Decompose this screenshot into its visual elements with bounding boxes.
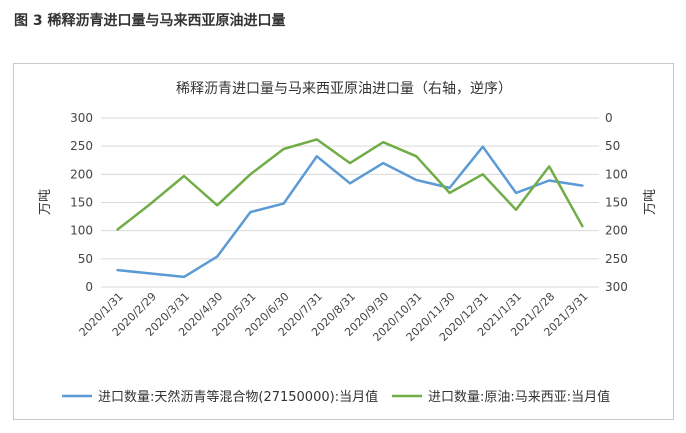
chart-title: 稀释沥青进口量与马来西亚原油进口量（右轴，逆序） — [176, 81, 512, 97]
right-tick-label: 0 — [605, 111, 613, 125]
left-tick-label: 250 — [70, 139, 93, 153]
legend-label-crude: 进口数量:原油:马来西亚:当月值 — [428, 389, 610, 405]
series-group — [116, 138, 584, 279]
left-tick-label: 150 — [70, 196, 93, 210]
x-axis-ticks: 2020/1/312020/2/292020/3/312020/4/302020… — [77, 290, 591, 344]
right-tick-label: 150 — [605, 196, 628, 210]
legend-label-asphalt: 进口数量:天然沥青等混合物(27150000):当月值 — [98, 389, 378, 405]
left-tick-label: 0 — [85, 280, 93, 294]
right-tick-label: 50 — [605, 139, 620, 153]
left-tick-label: 50 — [78, 252, 93, 266]
right-axis-label: 万吨 — [643, 189, 658, 215]
right-tick-label: 200 — [605, 224, 628, 238]
right-tick-label: 250 — [605, 252, 628, 266]
left-tick-label: 100 — [70, 224, 93, 238]
left-tick-label: 200 — [70, 167, 93, 181]
left-tick-label: 300 — [70, 111, 93, 125]
chart-frame: 稀释沥青进口量与马来西亚原油进口量（右轴，逆序） 0 50 100 150 200 250… — [13, 63, 674, 420]
line-chart: 稀释沥青进口量与马来西亚原油进口量（右轴，逆序） 0 50 100 150 200 250… — [38, 81, 658, 405]
left-axis-label: 万吨 — [38, 189, 53, 215]
right-tick-label: 100 — [605, 167, 628, 181]
gridlines — [101, 117, 599, 288]
right-axis-ticks: 0 50 100 150 200 250 300 — [605, 111, 628, 294]
series-line-asphalt — [116, 145, 584, 279]
figure-caption: 图 3 稀释沥青进口量与马来西亚原油进口量 — [14, 13, 286, 29]
left-axis-ticks: 0 50 100 150 200 250 300 — [70, 111, 93, 294]
legend: 进口数量:天然沥青等混合物(27150000):当月值 进口数量:原油:马来西亚… — [62, 389, 610, 405]
right-tick-label: 300 — [605, 280, 628, 294]
